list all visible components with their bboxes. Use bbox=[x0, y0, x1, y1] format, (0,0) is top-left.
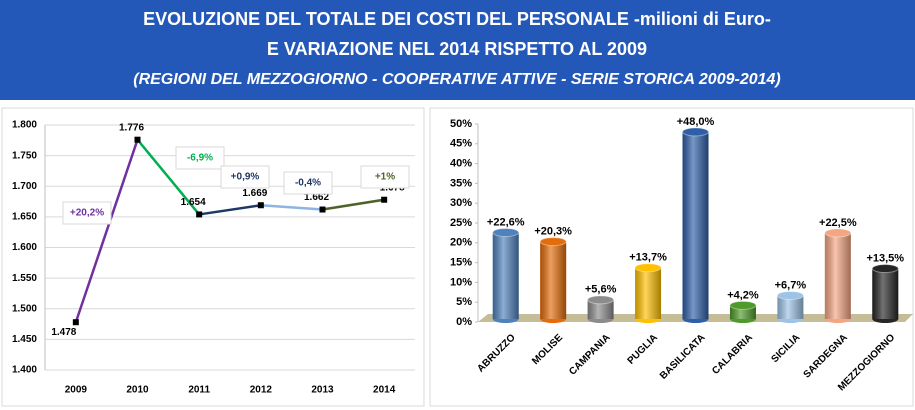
point bbox=[319, 206, 326, 213]
y-tick-label: 35% bbox=[450, 177, 472, 189]
value-label: +5,6% bbox=[585, 284, 617, 296]
y-tick-label: 1.600 bbox=[12, 242, 37, 253]
shading bbox=[540, 241, 567, 319]
cylinder-top bbox=[587, 295, 615, 305]
annotation: -6,9% bbox=[187, 153, 213, 164]
y-tick-label: 15% bbox=[450, 257, 472, 269]
shading bbox=[635, 267, 662, 319]
x-tick-label: ABRUZZO bbox=[475, 332, 517, 374]
y-tick-label: 1.450 bbox=[12, 334, 37, 345]
annotation: +0,9% bbox=[231, 172, 260, 183]
y-tick-label: 40% bbox=[450, 158, 472, 170]
y-tick-label: 50% bbox=[450, 118, 472, 130]
line-segment bbox=[74, 139, 139, 323]
value-label: 1.776 bbox=[119, 122, 144, 133]
value-label: +20,3% bbox=[534, 226, 572, 238]
cylinder-top bbox=[729, 300, 757, 310]
line-segment bbox=[260, 203, 323, 211]
point bbox=[196, 211, 203, 218]
value-label: 1.669 bbox=[242, 188, 267, 199]
x-tick-label: BASILICATA bbox=[658, 332, 708, 382]
x-tick-label: 2010 bbox=[126, 385, 149, 396]
shading bbox=[682, 131, 709, 319]
line-segment bbox=[322, 198, 385, 211]
y-tick-label: 1.650 bbox=[12, 212, 37, 223]
x-tick-label: 2014 bbox=[373, 385, 396, 396]
value-label: +22,6% bbox=[487, 216, 525, 228]
header-title: E VARIAZIONE NEL 2014 RISPETTO AL 2009 bbox=[267, 39, 647, 59]
x-tick-label: PUGLIA bbox=[626, 332, 660, 366]
cylinder-top bbox=[539, 237, 567, 247]
cylinder-top bbox=[634, 263, 662, 273]
cylinder-top bbox=[824, 228, 852, 238]
x-tick-label: 2013 bbox=[311, 385, 334, 396]
point bbox=[257, 202, 264, 209]
shading bbox=[777, 295, 804, 319]
shading bbox=[872, 268, 899, 319]
x-tick-label: CALABRIA bbox=[710, 332, 755, 377]
y-tick-label: 30% bbox=[450, 197, 472, 209]
chart-frame bbox=[1, 107, 425, 407]
value-label: +4,2% bbox=[727, 289, 759, 301]
header-subtitle: (REGIONI DEL MEZZOGIORNO - COOPERATIVE A… bbox=[133, 71, 781, 88]
shading bbox=[492, 232, 519, 319]
value-label: +13,5% bbox=[866, 252, 904, 264]
x-tick-label: SARDEGNA bbox=[802, 332, 850, 380]
annotation-box bbox=[360, 165, 410, 189]
line-segment bbox=[198, 204, 262, 216]
value-label: 1.478 bbox=[51, 327, 76, 338]
value-label: +48,0% bbox=[677, 116, 715, 128]
value-label: +13,7% bbox=[629, 252, 667, 264]
y-tick-label: 1.500 bbox=[12, 303, 37, 314]
x-tick-label: 2011 bbox=[188, 385, 210, 396]
point bbox=[381, 196, 388, 203]
y-tick-label: 0% bbox=[456, 316, 472, 328]
cylinder-top bbox=[492, 228, 520, 238]
shading bbox=[587, 299, 614, 319]
header-band bbox=[0, 0, 915, 100]
x-tick-label: 2012 bbox=[250, 385, 273, 396]
y-tick-label: 1.550 bbox=[12, 273, 37, 284]
annotation-box bbox=[175, 146, 225, 170]
annotation: +20,2% bbox=[70, 208, 104, 219]
chart-frame bbox=[429, 107, 914, 407]
x-tick-label: CAMPANIA bbox=[567, 332, 612, 377]
x-tick-label: SICILIA bbox=[769, 332, 802, 365]
y-tick-label: 1.700 bbox=[12, 181, 37, 192]
y-tick-label: 10% bbox=[450, 276, 472, 288]
y-tick-label: 20% bbox=[450, 237, 472, 249]
y-tick-label: 1.800 bbox=[12, 120, 37, 131]
cylinder-top bbox=[682, 127, 709, 137]
y-tick-label: 25% bbox=[450, 217, 472, 229]
annotation: -0,4% bbox=[295, 178, 321, 189]
header-title: EVOLUZIONE DEL TOTALE DEI COSTI DEL PERS… bbox=[143, 9, 771, 29]
point bbox=[134, 136, 141, 143]
point bbox=[72, 319, 79, 326]
x-tick-label: 2009 bbox=[65, 385, 88, 396]
y-tick-label: 45% bbox=[450, 138, 472, 150]
value-label: 1.654 bbox=[181, 197, 206, 208]
cylinder-top bbox=[776, 290, 804, 300]
annotation-box bbox=[220, 165, 270, 189]
annotation-box bbox=[62, 201, 112, 225]
cylinder-top bbox=[871, 264, 899, 274]
value-label: 1.662 bbox=[304, 192, 329, 203]
y-tick-label: 5% bbox=[456, 296, 472, 308]
annotation: +1% bbox=[375, 172, 395, 183]
y-tick-label: 1.750 bbox=[12, 150, 37, 161]
annotation-box bbox=[283, 171, 333, 195]
y-tick-label: 1.400 bbox=[12, 365, 37, 376]
line-segment bbox=[136, 138, 201, 216]
x-tick-label: MOLISE bbox=[530, 332, 565, 367]
value-label: +6,7% bbox=[775, 279, 807, 291]
value-label: +22,5% bbox=[819, 217, 857, 229]
shading bbox=[824, 232, 851, 319]
